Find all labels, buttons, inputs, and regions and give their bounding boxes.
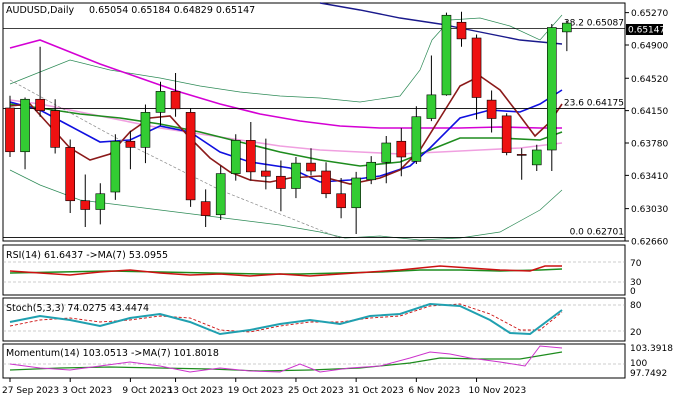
candle-body[interactable] (546, 27, 557, 151)
stoch-signal-line (9, 303, 563, 333)
candle-body[interactable] (456, 21, 467, 40)
candle-body[interactable] (65, 147, 75, 202)
rsi-axis-30: 30 (630, 278, 642, 288)
candle-body[interactable] (185, 112, 196, 201)
candle-body[interactable] (35, 98, 45, 111)
candle-body[interactable] (336, 193, 346, 209)
rsi-line (9, 265, 562, 277)
price-tick-label: 0.63030 (631, 205, 668, 215)
candle-body[interactable] (155, 91, 166, 113)
date-tick-label: 9 Oct 2023 (122, 386, 172, 396)
candle-body[interactable] (501, 115, 512, 153)
candle-body[interactable] (366, 161, 377, 181)
date-tick-label: 10 Nov 2023 (469, 386, 527, 396)
date-tick-label: 6 Nov 2023 (408, 386, 460, 396)
rsi-axis-70: 70 (630, 259, 642, 269)
candle-body[interactable] (125, 140, 136, 148)
date-tick-label: 3 Oct 2023 (62, 386, 112, 396)
trend-line (9, 79, 341, 239)
candle-body[interactable] (516, 154, 527, 156)
price-tick-label: 0.64900 (631, 42, 668, 52)
candle-body[interactable] (306, 162, 316, 172)
ma-green-line (9, 103, 563, 167)
rsi-label: RSI(14) 61.6437 ->MA(7) 53.0955 (6, 250, 168, 261)
rsi-axis-0: 0 (630, 287, 636, 297)
candle-body[interactable] (411, 116, 422, 162)
symbol-label: AUDUSD,Daily (6, 5, 75, 16)
stoch-main-line (9, 302, 563, 336)
candle-body[interactable] (50, 110, 60, 148)
momentum-axis-bottom: 97.7492 (630, 369, 667, 379)
price-tick-label: 0.65270 (631, 9, 668, 19)
candle-body[interactable] (200, 201, 211, 216)
candle-body[interactable] (396, 140, 407, 158)
candle-body[interactable] (140, 112, 151, 148)
candle-body[interactable] (5, 107, 15, 153)
upper-band-line (9, 14, 563, 103)
momentum-line (9, 345, 563, 373)
fib-level-label: 38.2 0.65087 (564, 19, 624, 29)
candle-body[interactable] (471, 37, 482, 98)
price-tick-label: 0.63410 (631, 172, 668, 182)
date-tick-label: 19 Oct 2023 (228, 386, 284, 396)
candle-body[interactable] (170, 91, 181, 110)
date-tick-label: 27 Sep 2023 (2, 386, 59, 396)
candle-body[interactable] (486, 99, 497, 119)
candle-body[interactable] (215, 173, 226, 216)
momentum-label: Momentum(14) 103.0513 ->MA(7) 101.8018 (6, 348, 219, 359)
current-price-label: 0.65147 (628, 26, 665, 36)
ma-navy-line (319, 2, 563, 45)
price-tick-label: 0.62660 (631, 238, 668, 248)
candle-body[interactable] (321, 170, 331, 195)
date-tick-label: 25 Oct 2023 (288, 386, 344, 396)
current-price-tag (626, 24, 663, 35)
date-tick-label: 31 Oct 2023 (348, 386, 404, 396)
candle-body[interactable] (562, 22, 572, 33)
candle-body[interactable] (246, 140, 256, 173)
price-tick-label: 0.64150 (631, 107, 668, 117)
ma-blue-line (9, 89, 563, 183)
candle-body[interactable] (291, 162, 301, 189)
momentum-axis-top: 103.3918 (630, 344, 673, 354)
fib-level-label: 23.6 0.64175 (564, 98, 624, 108)
candle-body[interactable] (441, 14, 452, 96)
stoch-axis-20: 20 (630, 328, 642, 338)
candle-body[interactable] (80, 200, 91, 210)
momentum-panel (2, 343, 626, 379)
candle-body[interactable] (351, 177, 361, 209)
price-tick-label: 0.63780 (631, 140, 668, 150)
ohlc-label: 0.65054 0.65184 0.64829 0.65147 (89, 5, 255, 16)
fib-level-label: 0.0 0.62701 (570, 227, 624, 237)
candle-body[interactable] (230, 140, 241, 174)
stoch-label: Stoch(5,3,3) 74.0275 43.4474 (6, 303, 149, 314)
candle-body[interactable] (276, 175, 286, 189)
ma-magenta-line (9, 39, 562, 129)
date-tick-label: 13 Oct 2023 (168, 386, 224, 396)
momentum-axis-100: 100 (630, 359, 647, 369)
candle-body[interactable] (531, 149, 542, 166)
candle-body[interactable] (95, 193, 106, 210)
candle-body[interactable] (381, 142, 392, 163)
candle-body[interactable] (110, 140, 121, 193)
candle-body[interactable] (261, 170, 271, 177)
stoch-axis-80: 80 (630, 301, 642, 311)
price-tick-label: 0.64520 (631, 75, 668, 85)
candle-body[interactable] (20, 98, 30, 153)
candle-body[interactable] (426, 94, 437, 119)
